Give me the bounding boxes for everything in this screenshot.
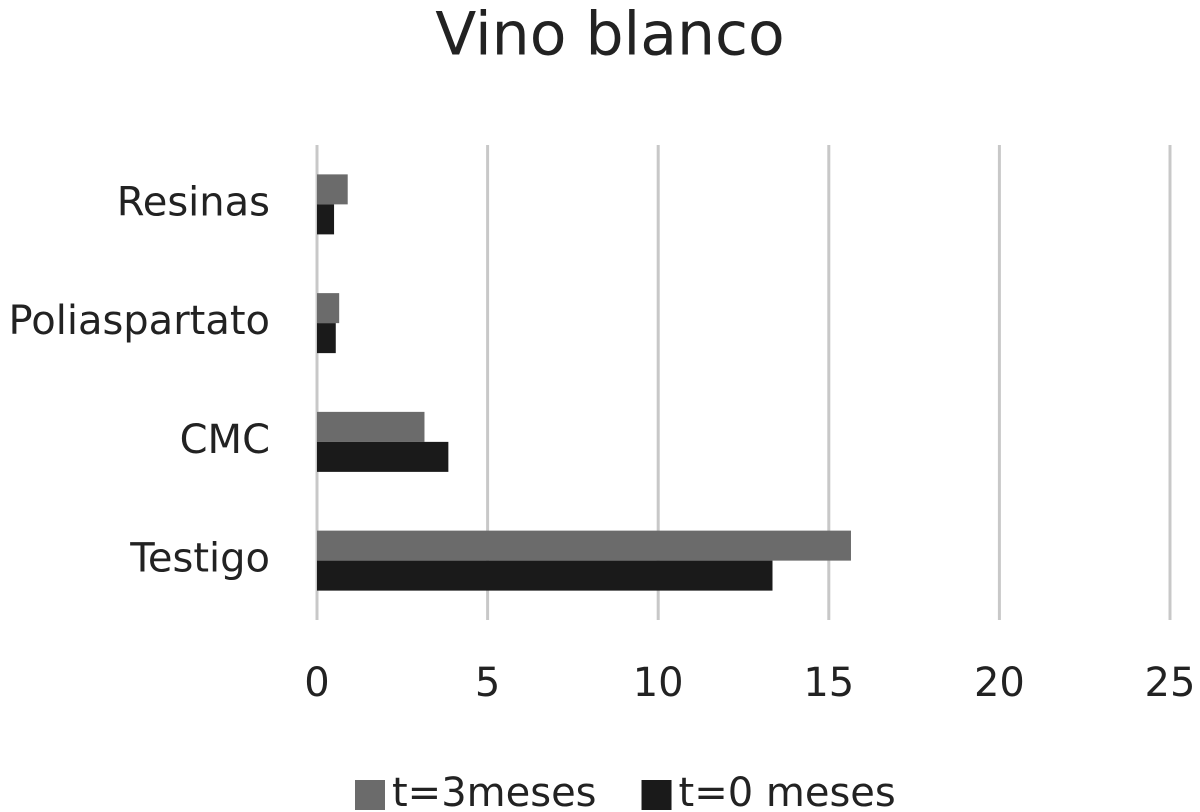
bar [317, 293, 340, 324]
bar [317, 204, 335, 235]
x-tick-label: 0 [304, 660, 329, 706]
y-tick-label: Testigo [129, 536, 270, 582]
legend-swatch [355, 780, 385, 810]
x-tick-label: 20 [974, 660, 1025, 706]
bar [317, 560, 773, 591]
x-tick-label: 5 [475, 660, 500, 706]
bar [317, 174, 348, 205]
bar [317, 441, 449, 472]
legend-label: t=0 meses [679, 770, 896, 812]
x-tick-label: 25 [1145, 660, 1196, 706]
legend-label: t=3meses [392, 770, 597, 812]
x-tick-label: 10 [633, 660, 684, 706]
y-tick-label: CMC [180, 417, 270, 463]
bar [317, 530, 851, 561]
chart-title: Vino blanco [435, 0, 784, 70]
bar [317, 323, 336, 354]
bar [317, 411, 425, 442]
legend-swatch [641, 780, 672, 810]
x-tick-label: 15 [803, 660, 854, 706]
y-tick-label: Resinas [117, 179, 270, 225]
y-tick-label: Poliaspartato [9, 298, 270, 344]
